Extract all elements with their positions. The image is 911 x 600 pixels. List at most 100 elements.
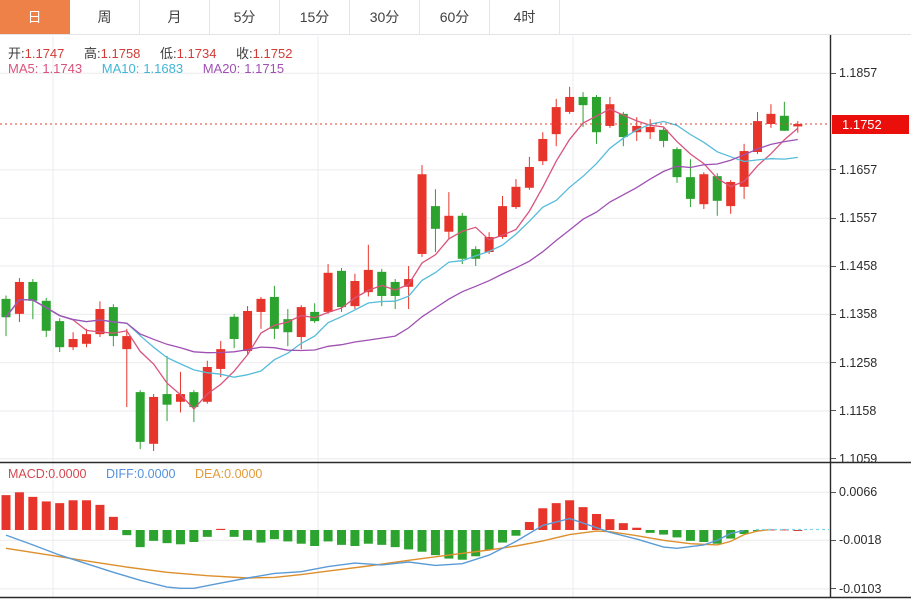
macd-histogram-bar [243, 530, 253, 541]
price-axis-label: 1.1158 [839, 403, 877, 418]
macd-histogram-bar [82, 500, 92, 530]
price-axis-label-tick [831, 362, 836, 364]
candle-body [310, 311, 320, 322]
candle-body [216, 349, 226, 369]
macd-value: 0.0000 [48, 467, 87, 481]
candle-body [524, 166, 534, 188]
candle-body [202, 366, 212, 402]
price-axis-label: 1.1358 [839, 307, 878, 322]
macd-histogram-bar [229, 530, 239, 537]
macd-histogram-bar [41, 501, 51, 530]
price-axis-label-tick [831, 169, 836, 171]
candle-body [565, 96, 575, 112]
candle-body [578, 96, 588, 106]
candle-body [632, 125, 642, 133]
macd-histogram-bar [350, 530, 360, 546]
ma10-value: 1.1683 [143, 61, 184, 76]
diff-line [5, 517, 745, 589]
candle-body [511, 186, 521, 208]
candle-body [551, 107, 561, 135]
macd-histogram-bar [108, 516, 118, 530]
candle-body [296, 307, 306, 338]
price-axis-label-tick [831, 410, 836, 412]
candle-body [28, 281, 38, 301]
ma10-label: MA10: [101, 61, 140, 76]
candle-body [189, 392, 199, 408]
candle-body [404, 279, 414, 287]
price-axis-label: 1.1657 [839, 162, 878, 177]
macd-histogram-bar [135, 530, 145, 548]
macd-histogram-bar [578, 507, 588, 530]
price-axis-label-tick [831, 265, 836, 267]
macd-histogram-bar [565, 500, 575, 530]
candle-body [793, 124, 803, 127]
candle-body [685, 177, 695, 199]
tab-60min[interactable]: 60分 [420, 0, 490, 34]
candle-body [457, 215, 467, 259]
candle-body [14, 281, 24, 314]
macd-histogram-bar [377, 530, 387, 545]
macd-histogram-bar [618, 523, 628, 530]
macd-histogram-bar [685, 530, 695, 541]
macd-histogram-bar [337, 530, 346, 545]
macd-histogram-bar [699, 530, 709, 542]
close-label: 收: [236, 46, 253, 61]
macd-histogram-bar [14, 492, 24, 530]
macd-axis-label-tick [831, 539, 836, 541]
candle-body [699, 174, 709, 205]
macd-histogram-bar [175, 530, 185, 545]
ma5-value: 1.1743 [42, 61, 83, 76]
candle-body [484, 237, 494, 253]
ma5-line [5, 108, 799, 410]
candle-body [645, 126, 655, 133]
macd-histogram-bar [484, 530, 494, 550]
price-axis-label-tick [831, 458, 836, 460]
candle-body [95, 309, 105, 335]
macd-histogram-bar [1, 495, 11, 530]
macd-histogram-bar [283, 530, 293, 542]
candle-body [269, 296, 279, 329]
tab-week[interactable]: 周 [70, 0, 140, 34]
macd-histogram-bar [605, 519, 615, 530]
candle-body [256, 298, 266, 312]
candle-body [243, 310, 253, 352]
candle-body [1, 298, 11, 318]
price-axis-label: 1.1458 [839, 259, 878, 274]
candle-body [390, 281, 400, 296]
macd-axis-label-tick [831, 491, 836, 493]
tab-15min[interactable]: 15分 [280, 0, 350, 34]
candle-body [175, 394, 185, 402]
tab-month[interactable]: 月 [140, 0, 210, 34]
macd-histogram-bar [216, 528, 226, 530]
macd-histogram-bar [55, 503, 65, 530]
macd-histogram-bar [310, 530, 320, 546]
low-label: 低: [160, 46, 177, 61]
candle-body [471, 249, 481, 259]
candle-body [618, 113, 628, 138]
macd-histogram-bar [712, 530, 722, 544]
macd-histogram-bar [498, 530, 508, 543]
tab-5min[interactable]: 5分 [210, 0, 280, 34]
period-tabs: 日周月 5分 15分 30分 60分 4时 [0, 0, 911, 35]
tab-30min[interactable]: 30分 [350, 0, 420, 34]
candle-body [779, 115, 789, 131]
price-axis-label: 1.1557 [839, 211, 878, 226]
diff-label: DIFF: [106, 467, 138, 481]
candle-body [122, 336, 132, 350]
tab-4hour[interactable]: 4时 [490, 0, 560, 34]
macd-label: MACD: [8, 467, 49, 481]
tab-day[interactable]: 日 [0, 0, 70, 34]
macd-histogram-bar [296, 530, 306, 544]
candle-body [417, 174, 427, 254]
macd-axis-label-tick [831, 588, 836, 590]
macd-histogram-bar [323, 530, 333, 542]
macd-histogram-bar [202, 530, 212, 537]
low-value: 1.1734 [176, 46, 217, 61]
macd-histogram-bar [524, 522, 534, 530]
macd-histogram-bar [471, 530, 481, 557]
macd-histogram-bar [632, 527, 642, 530]
price-axis-label-tick [831, 72, 836, 74]
macd-axis-label: -0.0103 [839, 581, 882, 596]
ma10-line [5, 120, 798, 378]
